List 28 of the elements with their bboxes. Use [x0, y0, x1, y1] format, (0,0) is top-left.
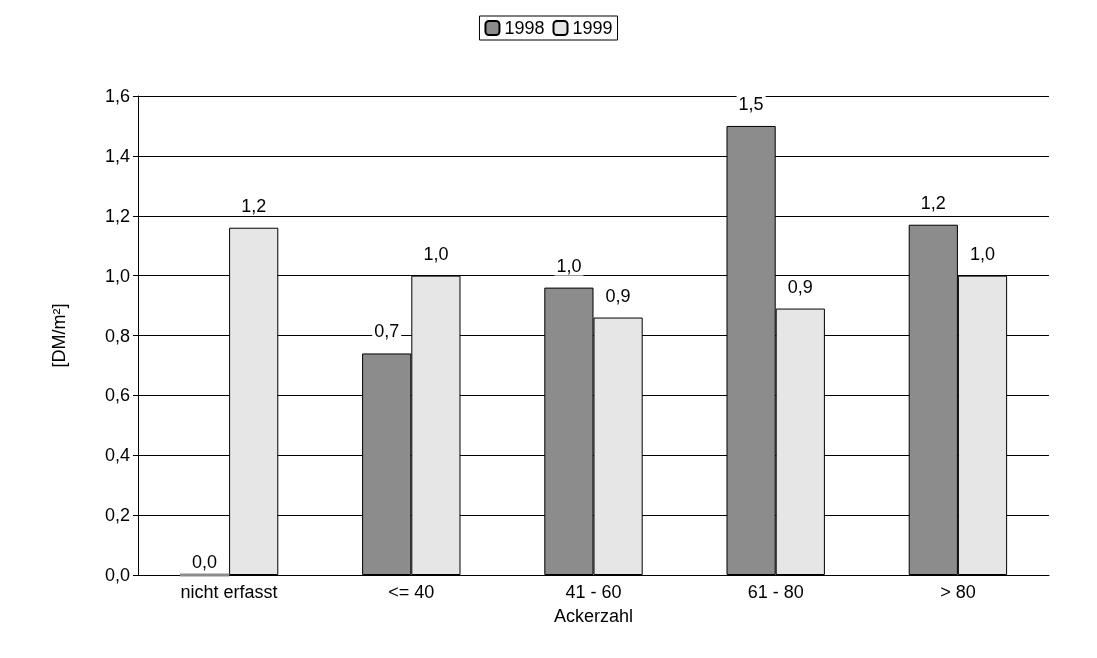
data-label: 1,2 [920, 192, 946, 213]
y-tick-label: 0,6 [104, 385, 130, 406]
data-label: 0,7 [374, 321, 400, 342]
x-axis-title: Ackerzahl [553, 606, 634, 626]
x-tick-label: <= 40 [388, 582, 435, 602]
x-tick-label: 41 - 60 [565, 582, 622, 602]
legend-label: 1999 [572, 18, 613, 38]
y-tick-label: 1,4 [104, 145, 130, 166]
y-tick-label: 1,2 [104, 205, 130, 226]
x-tick-label: nicht erfasst [180, 582, 278, 602]
data-label: 1,2 [241, 195, 267, 216]
data-label: 1,0 [556, 255, 582, 276]
legend-label: 1998 [504, 18, 545, 38]
data-label: 0,0 [191, 551, 218, 572]
y-tick-label: 0,2 [104, 505, 130, 526]
data-label: 0,9 [787, 276, 813, 297]
x-tick-label: 61 - 80 [747, 582, 804, 602]
y-tick-label: 0,8 [104, 325, 130, 346]
y-tick-label: 0,0 [104, 565, 130, 585]
y-axis-title: [DM/m²] [49, 303, 69, 368]
y-tick-label: 1,0 [104, 265, 130, 286]
data-label: 1,5 [738, 93, 764, 114]
y-tick-label: 1,6 [104, 86, 130, 106]
y-tick-label: 0,4 [104, 445, 130, 466]
data-label: 1,0 [969, 243, 996, 264]
data-label: 0,9 [605, 285, 631, 306]
data-label: 1,0 [423, 243, 449, 264]
x-tick-label: > 80 [940, 582, 976, 602]
